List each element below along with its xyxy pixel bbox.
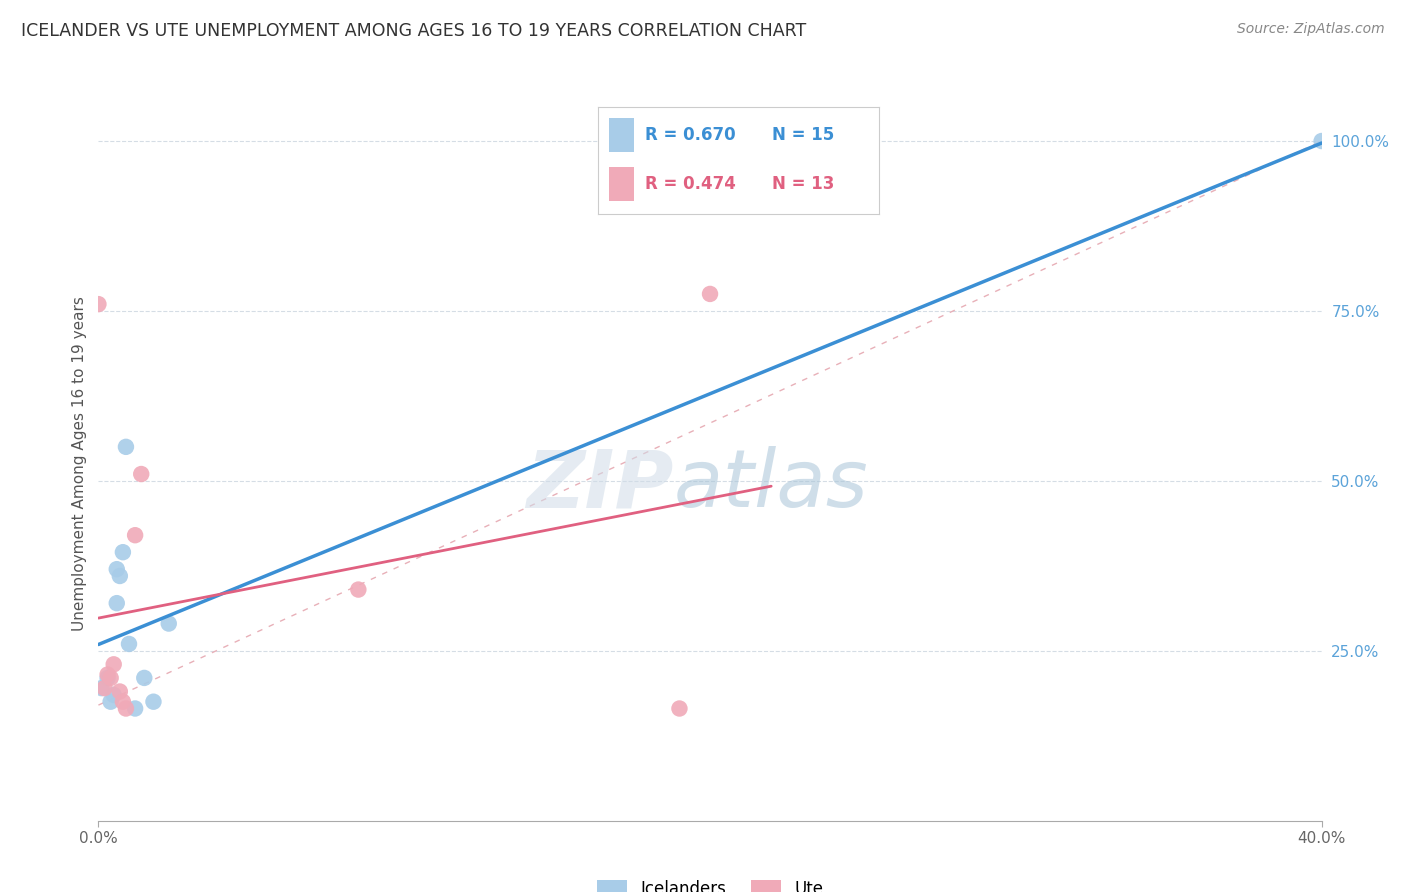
Y-axis label: Unemployment Among Ages 16 to 19 years: Unemployment Among Ages 16 to 19 years <box>72 296 87 632</box>
Point <box>105 562 128 576</box>
Point <box>124 701 146 715</box>
Point <box>111 545 134 559</box>
FancyBboxPatch shape <box>609 167 634 202</box>
Point <box>100 671 122 685</box>
Point <box>103 657 125 672</box>
Point <box>134 671 156 685</box>
Point <box>1310 134 1333 148</box>
Point <box>668 701 690 715</box>
Point <box>118 637 141 651</box>
Point <box>347 582 370 597</box>
Text: ICELANDER VS UTE UNEMPLOYMENT AMONG AGES 16 TO 19 YEARS CORRELATION CHART: ICELANDER VS UTE UNEMPLOYMENT AMONG AGES… <box>21 22 806 40</box>
Text: R = 0.474: R = 0.474 <box>645 175 737 193</box>
Point <box>97 671 120 685</box>
Point <box>111 695 134 709</box>
Text: ZIP: ZIP <box>526 446 673 524</box>
Point <box>90 681 112 695</box>
Point <box>129 467 152 481</box>
Text: N = 15: N = 15 <box>772 126 834 144</box>
Point <box>87 297 110 311</box>
Text: N = 13: N = 13 <box>772 175 834 193</box>
Text: Source: ZipAtlas.com: Source: ZipAtlas.com <box>1237 22 1385 37</box>
Point <box>699 287 721 301</box>
Point <box>157 616 180 631</box>
Point <box>97 667 120 681</box>
Legend: Icelanders, Ute: Icelanders, Ute <box>591 873 830 892</box>
Point <box>105 596 128 610</box>
Text: R = 0.670: R = 0.670 <box>645 126 735 144</box>
Point <box>100 695 122 709</box>
Point <box>124 528 146 542</box>
Point <box>115 440 138 454</box>
Point <box>115 701 138 715</box>
Point <box>142 695 165 709</box>
Point <box>108 569 131 583</box>
Point <box>108 684 131 698</box>
Point <box>103 688 125 702</box>
Text: atlas: atlas <box>673 446 868 524</box>
Point <box>93 681 115 695</box>
FancyBboxPatch shape <box>609 118 634 152</box>
